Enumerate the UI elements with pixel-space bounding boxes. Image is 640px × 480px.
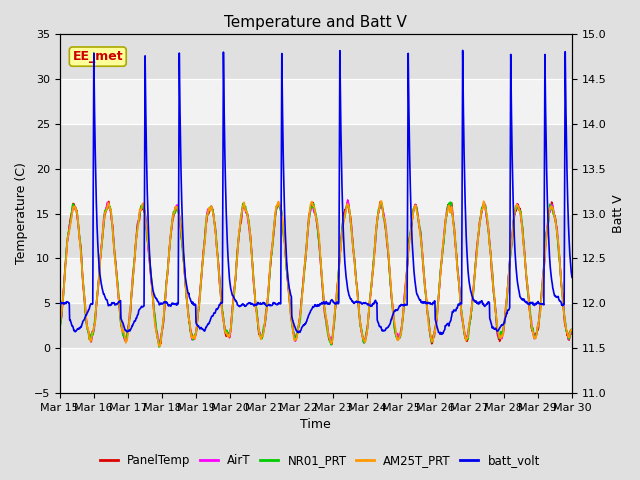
Bar bbox=[60, 258, 572, 303]
Bar bbox=[60, 168, 572, 214]
Bar bbox=[60, 124, 572, 168]
Legend: PanelTemp, AirT, NR01_PRT, AM25T_PRT, batt_volt: PanelTemp, AirT, NR01_PRT, AM25T_PRT, ba… bbox=[95, 449, 545, 472]
Bar bbox=[60, 79, 572, 124]
Title: Temperature and Batt V: Temperature and Batt V bbox=[225, 15, 407, 30]
Bar bbox=[60, 348, 572, 393]
Text: EE_met: EE_met bbox=[72, 50, 123, 63]
Y-axis label: Temperature (C): Temperature (C) bbox=[15, 163, 28, 264]
Y-axis label: Batt V: Batt V bbox=[612, 194, 625, 233]
Bar bbox=[60, 34, 572, 79]
Bar bbox=[60, 214, 572, 258]
X-axis label: Time: Time bbox=[300, 419, 331, 432]
Bar bbox=[60, 303, 572, 348]
